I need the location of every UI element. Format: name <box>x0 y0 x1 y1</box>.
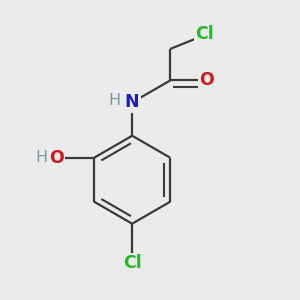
Text: O: O <box>49 149 64 167</box>
Text: H: H <box>35 150 47 165</box>
Text: O: O <box>199 71 214 89</box>
Text: H: H <box>108 94 120 109</box>
Text: Cl: Cl <box>123 254 142 272</box>
Text: N: N <box>125 93 140 111</box>
Text: Cl: Cl <box>195 25 214 43</box>
